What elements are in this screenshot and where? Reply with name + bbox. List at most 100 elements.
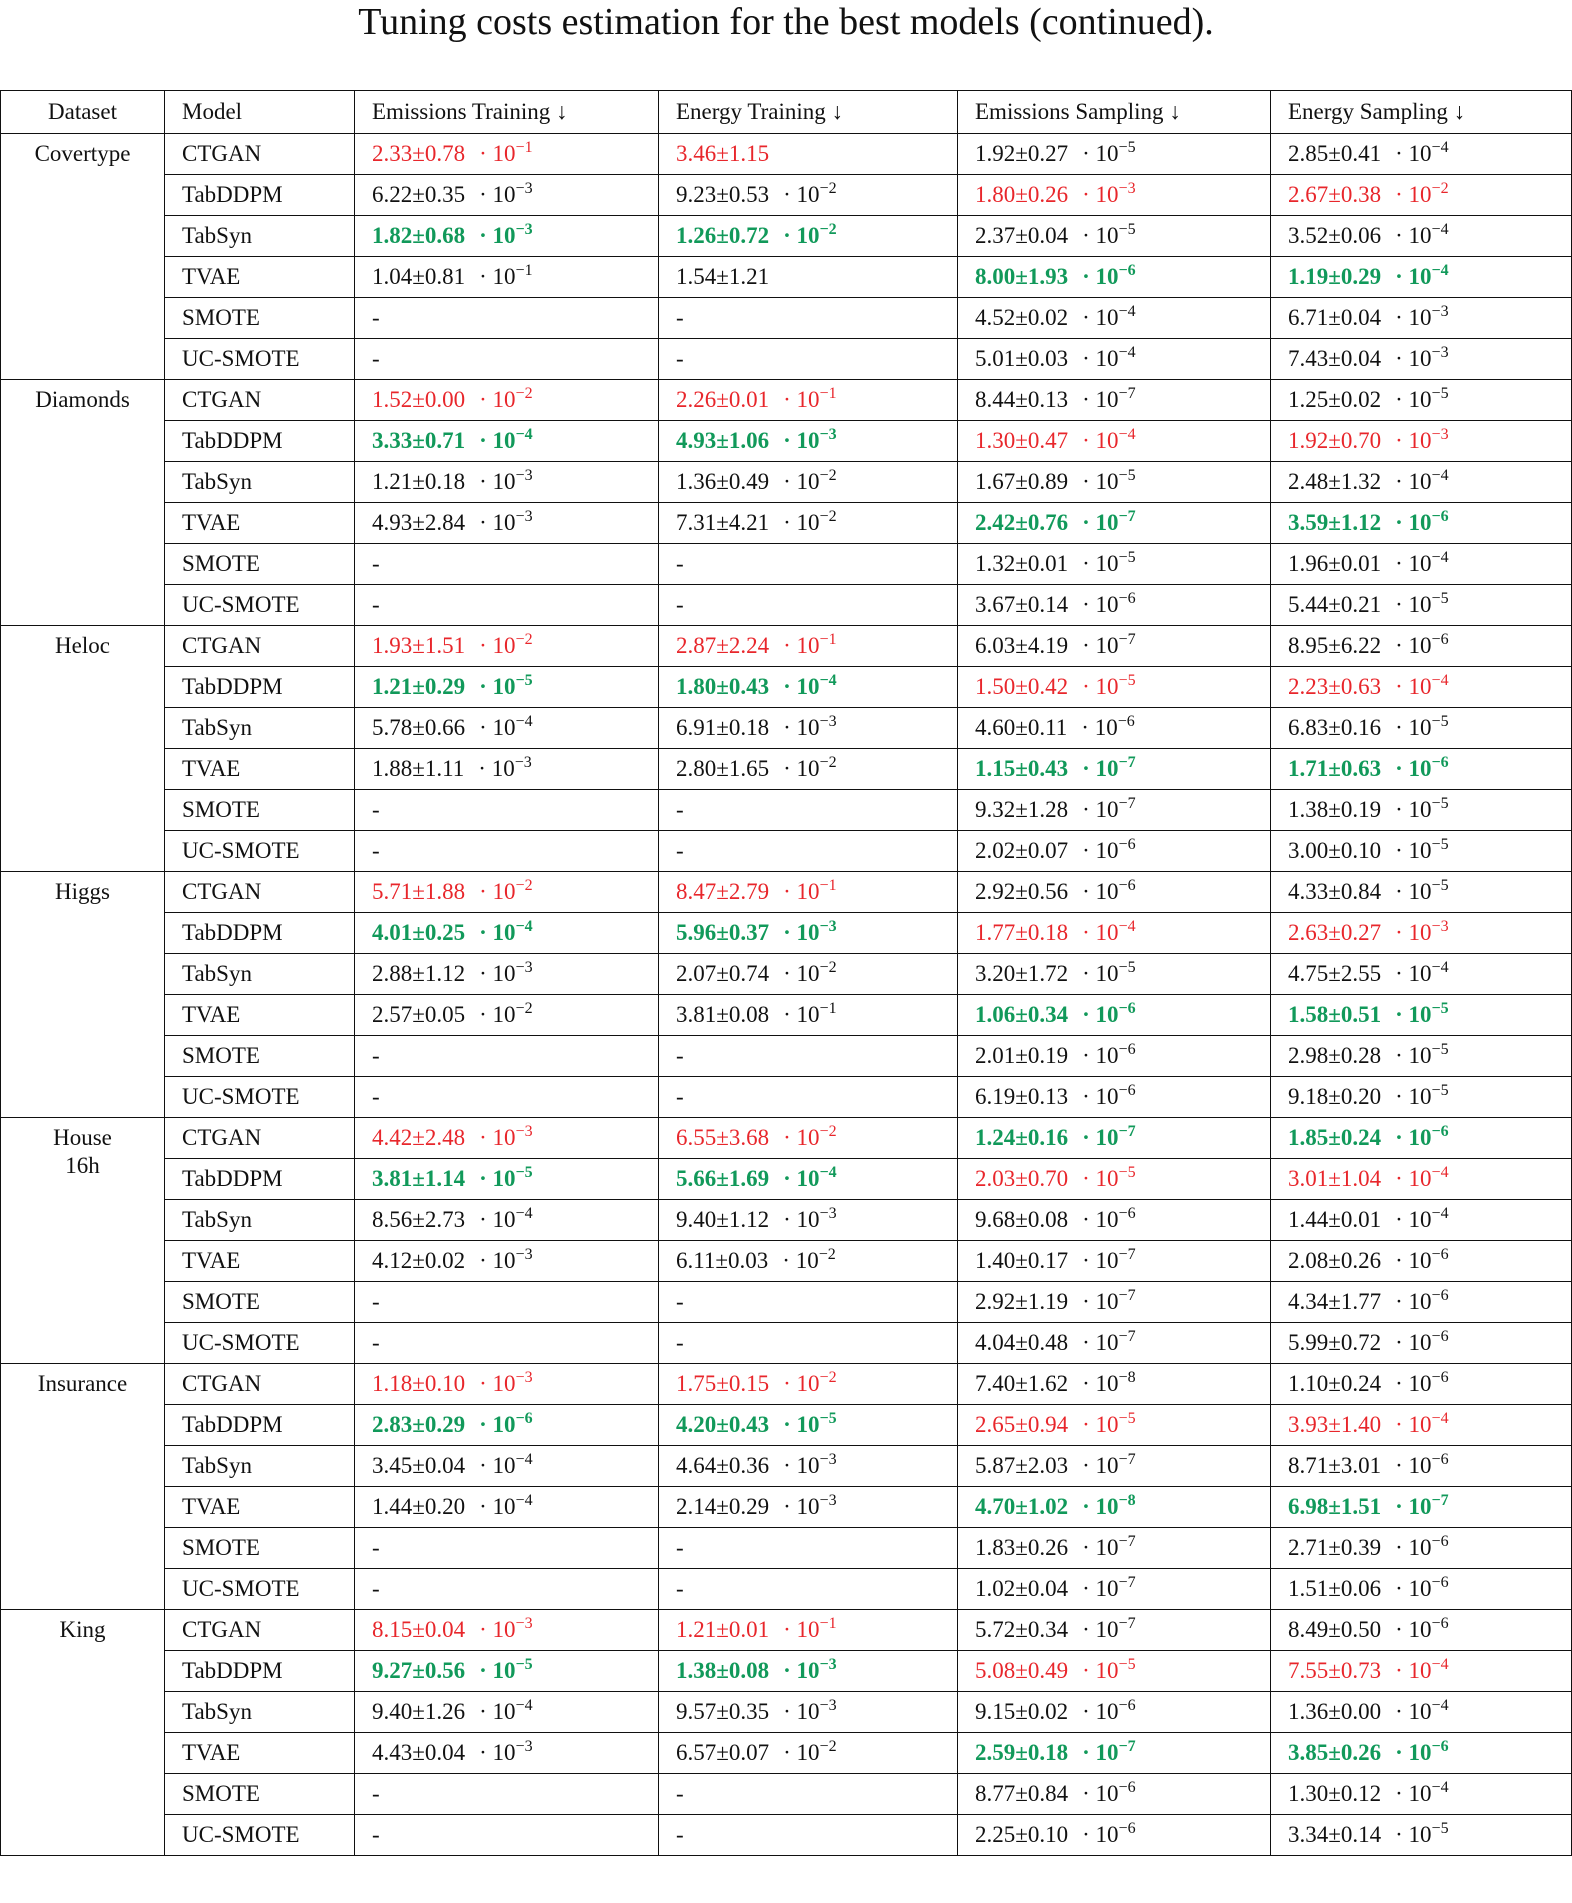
power-exponent: −7 xyxy=(1118,1246,1136,1263)
power-base: · 10 xyxy=(479,674,516,699)
value-cell: 6.55±3.68 · 10−2 xyxy=(658,1117,958,1159)
value-cell: 4.12±0.02 · 10−3 xyxy=(354,1240,659,1282)
value-cell: 2.67±0.38 · 10−2 xyxy=(1270,174,1572,216)
value-text: - xyxy=(372,346,380,371)
power-exponent: −6 xyxy=(1118,1041,1136,1058)
table-row: TVAE 4.43±0.04 · 10−3 6.57±0.07 · 10−2 2.59±0… xyxy=(1,1732,1572,1774)
power-base: · 10 xyxy=(783,1371,820,1396)
value-text: 1.54±1.21 xyxy=(676,264,770,289)
table-row: SMOTE - -4.52±0.02 · 10−4 6.71±0.04 · 10−3 xyxy=(1,297,1572,339)
power-base: · 10 xyxy=(1082,1535,1119,1560)
value-text: 2.85±0.41 xyxy=(1288,141,1382,166)
power-base: · 10 xyxy=(1082,592,1119,617)
value-cell: 1.15±0.43 · 10−7 xyxy=(957,748,1271,790)
table-row: SMOTE - -9.32±1.28 · 10−7 1.38±0.19 · 10−5 xyxy=(1,789,1572,831)
value-text: 3.52±0.06 xyxy=(1288,223,1382,248)
value-cell: 7.55±0.73 · 10−4 xyxy=(1270,1650,1572,1692)
value-cell: 3.45±0.04 · 10−4 xyxy=(354,1445,659,1487)
value-text: 2.57±0.05 xyxy=(372,1002,466,1027)
value-cell: 2.88±1.12 · 10−3 xyxy=(354,953,659,995)
model-cell: TabSyn xyxy=(164,461,355,503)
value-cell: 8.56±2.73 · 10−4 xyxy=(354,1199,659,1241)
value-cell: 1.26±0.72 · 10−2 xyxy=(658,215,958,257)
power-exponent: −4 xyxy=(1431,672,1449,689)
power-base: · 10 xyxy=(783,1617,820,1642)
power-exponent: −7 xyxy=(1118,1738,1136,1755)
power-exponent: −5 xyxy=(1118,1164,1136,1181)
table-row: TVAE 1.04±0.81 · 10−1 1.54±1.21 8.00±1.93 · 1… xyxy=(1,256,1572,298)
power-exponent: −2 xyxy=(515,631,533,648)
value-cell: 1.38±0.19 · 10−5 xyxy=(1270,789,1572,831)
power-exponent: −6 xyxy=(1431,1369,1449,1386)
value-text: 4.64±0.36 xyxy=(676,1453,770,1478)
model-cell: UC-SMOTE xyxy=(164,1322,355,1364)
value-cell: 5.01±0.03 · 10−4 xyxy=(957,338,1271,380)
power-exponent: −7 xyxy=(1118,508,1136,525)
value-cell: 6.91±0.18 · 10−3 xyxy=(658,707,958,749)
value-cell: 2.71±0.39 · 10−6 xyxy=(1270,1527,1572,1569)
value-text: - xyxy=(372,1043,380,1068)
power-exponent: −3 xyxy=(819,1205,837,1222)
table-title: Tuning costs estimation for the best mod… xyxy=(358,1,1214,43)
value-text: - xyxy=(676,1535,684,1560)
value-text: 2.83±0.29 xyxy=(372,1412,466,1437)
power-base: · 10 xyxy=(1395,1412,1432,1437)
value-cell: 9.15±0.02 · 10−6 xyxy=(957,1691,1271,1733)
table-row: TVAE 2.57±0.05 · 10−2 3.81±0.08 · 10−1 1.06±0… xyxy=(1,994,1572,1036)
value-cell: - xyxy=(658,830,958,872)
power-base: · 10 xyxy=(479,387,516,412)
value-text: 4.52±0.02 xyxy=(975,305,1069,330)
power-base: · 10 xyxy=(783,1658,820,1683)
power-base: · 10 xyxy=(479,264,516,289)
value-text: 9.18±0.20 xyxy=(1288,1084,1382,1109)
power-base: · 10 xyxy=(1395,1248,1432,1273)
value-text: 6.55±3.68 xyxy=(676,1125,770,1150)
value-text: 4.70±1.02 xyxy=(975,1494,1069,1519)
power-exponent: −1 xyxy=(819,631,837,648)
power-base: · 10 xyxy=(479,961,516,986)
power-base: · 10 xyxy=(1395,1125,1432,1150)
power-exponent: −3 xyxy=(819,426,837,443)
value-cell: 6.22±0.35 · 10−3 xyxy=(354,174,659,216)
value-cell: 7.40±1.62 · 10−8 xyxy=(957,1363,1271,1405)
value-cell: 1.18±0.10 · 10−3 xyxy=(354,1363,659,1405)
value-cell: - xyxy=(354,297,659,339)
value-text: 8.00±1.93 xyxy=(975,264,1069,289)
value-text: 4.33±0.84 xyxy=(1288,879,1382,904)
power-exponent: −4 xyxy=(515,1697,533,1714)
value-cell: 2.02±0.07 · 10−6 xyxy=(957,830,1271,872)
power-exponent: −3 xyxy=(515,1246,533,1263)
power-base: · 10 xyxy=(479,715,516,740)
power-base: · 10 xyxy=(1395,879,1432,904)
value-text: 2.87±2.24 xyxy=(676,633,770,658)
power-exponent: −7 xyxy=(1118,1533,1136,1550)
value-cell: 6.03±4.19 · 10−7 xyxy=(957,625,1271,667)
value-text: 1.44±0.20 xyxy=(372,1494,466,1519)
power-exponent: −6 xyxy=(1118,1000,1136,1017)
value-cell: 1.36±0.49 · 10−2 xyxy=(658,461,958,503)
value-text: 8.77±0.84 xyxy=(975,1781,1069,1806)
value-text: 1.25±0.02 xyxy=(1288,387,1382,412)
value-text: 5.44±0.21 xyxy=(1288,592,1382,617)
value-cell: - xyxy=(354,1035,659,1077)
power-exponent: −5 xyxy=(1431,836,1449,853)
value-text: 9.40±1.26 xyxy=(372,1699,466,1724)
power-exponent: −4 xyxy=(1431,1656,1449,1673)
power-base: · 10 xyxy=(783,387,820,412)
power-base: · 10 xyxy=(1082,1125,1119,1150)
value-text: 2.03±0.70 xyxy=(975,1166,1069,1191)
value-cell: 1.50±0.42 · 10−5 xyxy=(957,666,1271,708)
value-cell: 4.04±0.48 · 10−7 xyxy=(957,1322,1271,1364)
power-base: · 10 xyxy=(783,1699,820,1724)
dataset-cell: House 16h xyxy=(0,1117,165,1364)
power-base: · 10 xyxy=(479,879,516,904)
value-cell: 1.85±0.24 · 10−6 xyxy=(1270,1117,1572,1159)
power-base: · 10 xyxy=(1395,510,1432,535)
model-cell: SMOTE xyxy=(164,1773,355,1815)
table-body: Covertype CTGAN 2.33±0.78 · 10−1 3.46±1.15 1.… xyxy=(0,133,1572,1856)
power-base: · 10 xyxy=(783,510,820,535)
value-cell: 3.81±0.08 · 10−1 xyxy=(658,994,958,1036)
value-text: 6.98±1.51 xyxy=(1288,1494,1382,1519)
power-exponent: −4 xyxy=(1118,303,1136,320)
column-header: Energy Training ↓ xyxy=(658,90,958,134)
